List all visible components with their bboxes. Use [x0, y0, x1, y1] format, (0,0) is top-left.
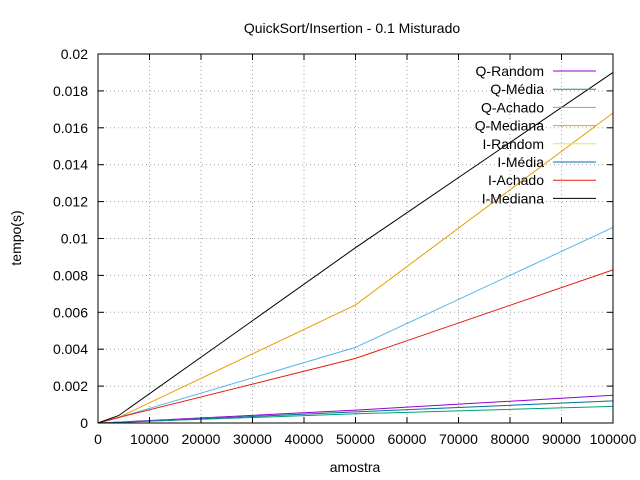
chart-title: QuickSort/Insertion - 0.1 Misturado	[244, 20, 461, 36]
x-tick-label: 40000	[285, 431, 324, 447]
y-tick-label: 0.014	[53, 157, 88, 173]
grid	[98, 54, 613, 423]
y-tick-label: 0.01	[61, 231, 88, 247]
legend-label: I-Random	[483, 136, 544, 152]
x-tick-label: 20000	[182, 431, 221, 447]
x-tick-label: 70000	[439, 431, 478, 447]
x-tick-label: 80000	[491, 431, 530, 447]
x-tick-label: 90000	[542, 431, 581, 447]
y-tick-label: 0	[80, 415, 88, 431]
series-line-6	[97, 269, 614, 424]
legend-label: I-Achado	[488, 172, 544, 188]
y-tick-label: 0.006	[53, 304, 88, 320]
x-tick-label: 10000	[130, 431, 169, 447]
series-line-7	[97, 71, 614, 424]
y-axis-label: tempo(s)	[8, 210, 24, 265]
legend-label: Q-Mediana	[475, 118, 544, 134]
x-axis-label: amostra	[330, 459, 381, 475]
x-tick-label: 100000	[590, 431, 637, 447]
legend-label: I-Mediana	[482, 190, 544, 206]
x-tick-label: 60000	[388, 431, 427, 447]
series-line-2	[97, 226, 614, 424]
legend-label: Q-Achado	[481, 99, 544, 115]
y-tick-label: 0.002	[53, 378, 88, 394]
y-tick-label: 0.016	[53, 120, 88, 136]
legend-label: Q-Média	[490, 81, 544, 97]
y-tick-label: 0.018	[53, 83, 88, 99]
x-tick-label: 50000	[336, 431, 375, 447]
y-tick-label: 0.012	[53, 194, 88, 210]
y-tick-label: 0.02	[61, 46, 88, 62]
y-tick-label: 0.008	[53, 267, 88, 283]
legend-label: I-Média	[497, 154, 544, 170]
legend: Q-Random Q-Média Q-Achado Q-Mediana I-Random…	[475, 63, 596, 206]
y-tick-label: 0.004	[53, 341, 88, 357]
x-tick-label: 30000	[233, 431, 272, 447]
axis-ticks: 0 10000 20000 30000 40000 50000 60000 70000 8000…	[53, 46, 637, 447]
legend-label: Q-Random	[476, 63, 544, 79]
x-tick-label: 0	[94, 431, 102, 447]
